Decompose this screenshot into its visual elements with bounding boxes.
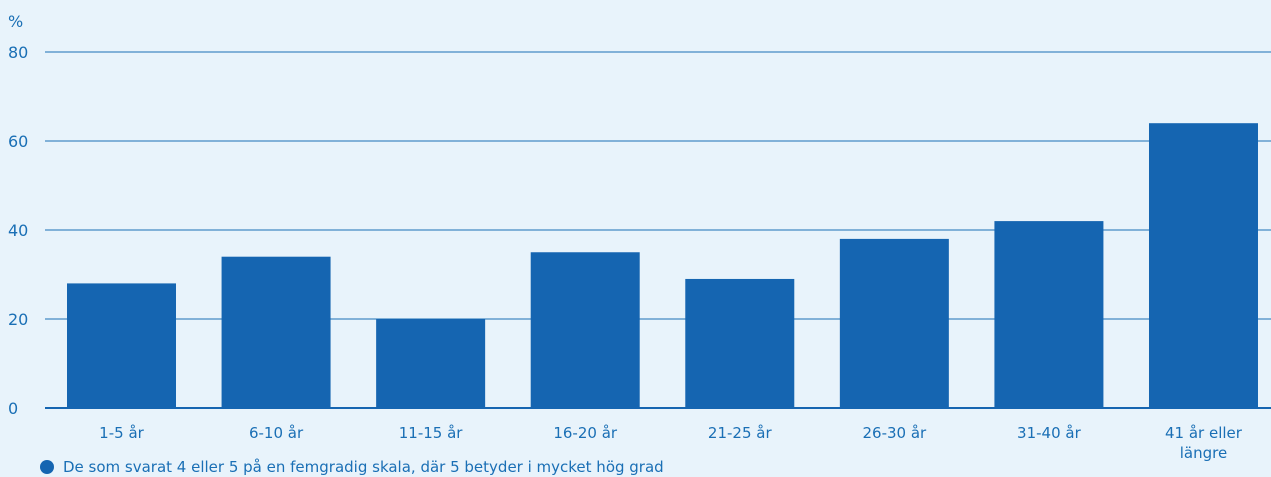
legend-label: De som svarat 4 eller 5 på en femgradig … (63, 458, 664, 476)
x-tick-label: 16-20 år (553, 424, 618, 442)
bars (67, 123, 1258, 408)
y-axis-ticks: 0 20 40 60 80 (8, 43, 28, 418)
bar (994, 221, 1104, 408)
x-tick-label: 41 år eller längre (1165, 424, 1243, 462)
bar (530, 252, 640, 408)
legend-marker-icon (40, 460, 54, 474)
bar (67, 283, 176, 408)
bar (685, 278, 795, 408)
x-tick-label: 11-15 år (399, 424, 464, 442)
x-tick-label: 21-25 år (708, 424, 773, 442)
x-tick-label: 6-10 år (249, 424, 304, 442)
bar (376, 319, 486, 408)
x-axis-ticks: 1-5 år 6-10 år 11-15 år 16-20 år 21-25 år 26-… (99, 424, 1243, 462)
y-unit-label: % (8, 12, 23, 31)
y-tick-label: 0 (8, 399, 18, 418)
y-tick-label: 40 (8, 221, 28, 240)
y-tick-label: 80 (8, 43, 28, 62)
bar (1148, 123, 1258, 408)
x-tick-label: 1-5 år (99, 424, 144, 442)
legend: De som svarat 4 eller 5 på en femgradig … (40, 457, 664, 477)
x-tick-label: 26-30 år (862, 424, 927, 442)
y-tick-label: 60 (8, 132, 28, 151)
bar (221, 256, 331, 408)
x-tick-label: 31-40 år (1017, 424, 1082, 442)
y-tick-label: 20 (8, 310, 28, 329)
bar (839, 238, 949, 408)
